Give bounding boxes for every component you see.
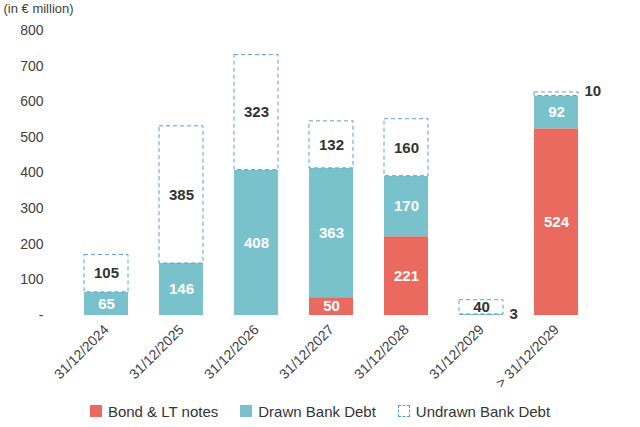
svg-text:100: 100: [20, 271, 44, 287]
svg-text:> 31/12/2029: > 31/12/2029: [492, 321, 562, 391]
svg-text:92: 92: [548, 103, 565, 120]
svg-text:800: 800: [20, 22, 44, 38]
svg-text:385: 385: [169, 186, 194, 203]
svg-text:10: 10: [585, 82, 602, 99]
svg-text:31/12/2025: 31/12/2025: [126, 321, 187, 382]
svg-text:300: 300: [20, 200, 44, 216]
html-text:Drawn Bank Debt: Drawn Bank Debt: [258, 402, 376, 420]
svg-text:323: 323: [244, 103, 269, 120]
svg-text:600: 600: [20, 93, 44, 109]
svg-text:31/12/2024: 31/12/2024: [51, 321, 112, 382]
svg-text:31/12/2027: 31/12/2027: [276, 321, 337, 382]
svg-text:31/12/2028: 31/12/2028: [351, 321, 412, 382]
svg-text:146: 146: [169, 280, 194, 297]
svg-text:408: 408: [244, 234, 269, 251]
svg-text:400: 400: [20, 164, 44, 180]
svg-text:105: 105: [94, 264, 119, 281]
svg-text:700: 700: [20, 58, 44, 74]
svg-text:40: 40: [473, 298, 490, 315]
svg-text:200: 200: [20, 236, 44, 252]
svg-text:31/12/2029: 31/12/2029: [426, 321, 487, 382]
svg-text:31/12/2026: 31/12/2026: [201, 321, 262, 382]
svg-text:-: -: [39, 307, 44, 323]
svg-text:363: 363: [319, 224, 344, 241]
svg-text:(in € million): (in € million): [4, 1, 74, 16]
svg-text:132: 132: [319, 136, 344, 153]
svg-text:170: 170: [394, 197, 419, 214]
svg-text:221: 221: [394, 267, 419, 284]
svg-text:524: 524: [544, 213, 570, 230]
svg-text:50: 50: [323, 297, 340, 314]
html-text:Undrawn Bank Debt: Undrawn Bank Debt: [415, 402, 551, 420]
html-text:Bond & LT notes: Bond & LT notes: [107, 402, 219, 420]
svg-text:65: 65: [98, 295, 115, 312]
svg-text:500: 500: [20, 129, 44, 145]
svg-text:160: 160: [394, 139, 419, 156]
svg-text:3: 3: [510, 305, 518, 322]
